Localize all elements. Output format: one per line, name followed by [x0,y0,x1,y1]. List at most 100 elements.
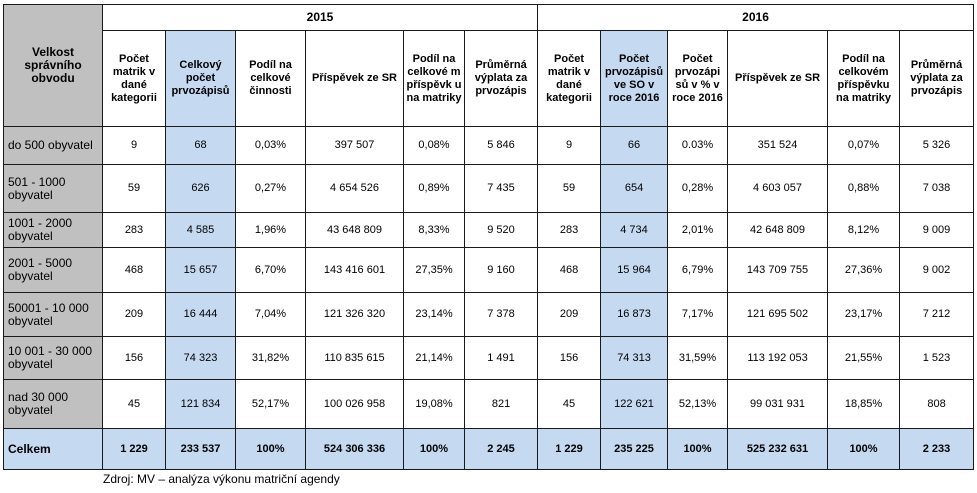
col-header: Průměrná výplata za prvozápis [899,30,975,127]
col-header: Příspěvek ze SR [727,30,829,127]
table-cell: 74 323 [165,336,236,380]
table-cell: 45 [537,379,602,429]
table-cell: 351 524 [727,126,829,165]
table-cell: 16 444 [165,292,236,337]
table-cell: 18,85% [827,379,901,429]
table-cell: 59 [102,164,166,213]
table-cell: 42 648 809 [727,212,829,248]
table-cell: 0,88% [827,164,901,213]
table-cell: 143 709 755 [727,247,829,293]
table-cell: 68 [165,126,236,165]
table-cell: 156 [102,336,166,380]
col-header: Podíl na celkové činnosti [235,30,306,127]
table-cell: 1 523 [899,336,975,380]
table-cell: 235 225 [600,428,669,470]
table-cell: 2,01% [667,212,729,248]
table-cell: 113 192 053 [727,336,829,380]
table-cell: 99 031 931 [727,379,829,429]
table-cell: 9 520 [463,212,539,248]
row-label: 50001 - 10 000 obyvatel [3,292,103,337]
table-cell: 0,07% [827,126,901,165]
table-cell: 7,04% [235,292,306,337]
table-cell: 209 [537,292,602,337]
table-cell: 74 313 [600,336,669,380]
table-cell: 7 435 [463,164,539,213]
table-cell: 43 648 809 [305,212,404,248]
table-cell: 16 873 [600,292,669,337]
table-row: 50001 - 10 000 obyvatel 209 16 444 7,04% 121… [3,292,975,337]
table-cell: 4 603 057 [727,164,829,213]
table-cell: 27,36% [827,247,901,293]
table-cell: 397 507 [305,126,404,165]
row-label: do 500 obyvatel [3,126,103,165]
table-cell: 9 160 [463,247,539,293]
table-cell: 6,79% [667,247,729,293]
table-cell: 15 964 [600,247,669,293]
table-cell: 23,17% [827,292,901,337]
table-row: nad 30 000 obyvatel 45 121 834 52,17% 100 02… [3,379,975,429]
table-cell: 45 [102,379,166,429]
table-cell: 31,82% [235,336,306,380]
table-cell: 7 212 [899,292,975,337]
table-cell: 626 [165,164,236,213]
row-label: Celkem [3,428,103,470]
table-cell: 5 326 [899,126,975,165]
col-header: Celkový počet prvozápisů [165,30,236,127]
table-cell: 100% [827,428,901,470]
table-cell: 121 326 320 [305,292,404,337]
table-cell: 1 229 [537,428,602,470]
matriky-table: Velkost správního obvodu 2015 2016 Počet… [3,4,975,470]
table-cell: 5 846 [463,126,539,165]
table-body: do 500 obyvatel 9 68 0,03% 397 507 0,08% 5 846… [3,126,975,470]
table-cell: 4 654 526 [305,164,404,213]
row-label: nad 30 000 obyvatel [3,379,103,429]
table-cell: 1,96% [235,212,306,248]
table-cell: 121 834 [165,379,236,429]
table-cell: 15 657 [165,247,236,293]
table-cell: 1 491 [463,336,539,380]
table-cell: 31,59% [667,336,729,380]
col-header: Příspěvek ze SR [305,30,404,127]
col-header: Podíl na celkové m příspěvk u na matriky [403,30,465,127]
table-row: 1001 - 2000 obyvatel 283 4 585 1,96% 43 648 … [3,212,975,248]
col-header: Podíl na celkovém příspěvku na matriky [827,30,901,127]
table-cell: 110 835 615 [305,336,404,380]
table-cell: 100 026 958 [305,379,404,429]
row-label: 2001 - 5000 obyvatel [3,247,103,293]
table-cell: 9 009 [899,212,975,248]
table-cell: 1 229 [102,428,166,470]
table-cell: 19,08% [403,379,465,429]
table-row: 10 001 - 30 000 obyvatel 156 74 323 31,82% 1… [3,336,975,380]
table-cell: 808 [899,379,975,429]
table-cell: 66 [600,126,669,165]
row-label: 501 - 1000 obyvatel [3,164,103,213]
table-cell: 59 [537,164,602,213]
col-header: Počet prvozápisů ve SO v roce 2016 [600,30,669,127]
table-cell: 7,17% [667,292,729,337]
col-header: Průměrná výplata za prvozápis [463,30,539,127]
table-cell: 100% [403,428,465,470]
table-cell: 21,14% [403,336,465,380]
table-cell: 4 585 [165,212,236,248]
table-cell: 121 695 502 [727,292,829,337]
table-cell: 6,70% [235,247,306,293]
table-cell: 23,14% [403,292,465,337]
table-cell: 654 [600,164,669,213]
total-row: Celkem 1 229 233 537 100% 524 306 336 100% 2 2… [3,428,975,470]
row-label: 1001 - 2000 obyvatel [3,212,103,248]
table-cell: 524 306 336 [305,428,404,470]
table-cell: 122 621 [600,379,669,429]
table-cell: 100% [235,428,306,470]
table-cell: 52,17% [235,379,306,429]
source-note: Zdroj: MV – analýza výkonu matriční agen… [103,472,340,486]
table-cell: 0.03% [667,126,729,165]
col-header: Počet prvozápi sů v % v roce 2016 [667,30,729,127]
table-cell: 2 245 [463,428,539,470]
table-cell: 2 233 [899,428,975,470]
table-cell: 0,28% [667,164,729,213]
row-label: 10 001 - 30 000 obyvatel [3,336,103,380]
table-cell: 0,27% [235,164,306,213]
table-cell: 4 734 [600,212,669,248]
table-cell: 283 [537,212,602,248]
table-cell: 156 [537,336,602,380]
